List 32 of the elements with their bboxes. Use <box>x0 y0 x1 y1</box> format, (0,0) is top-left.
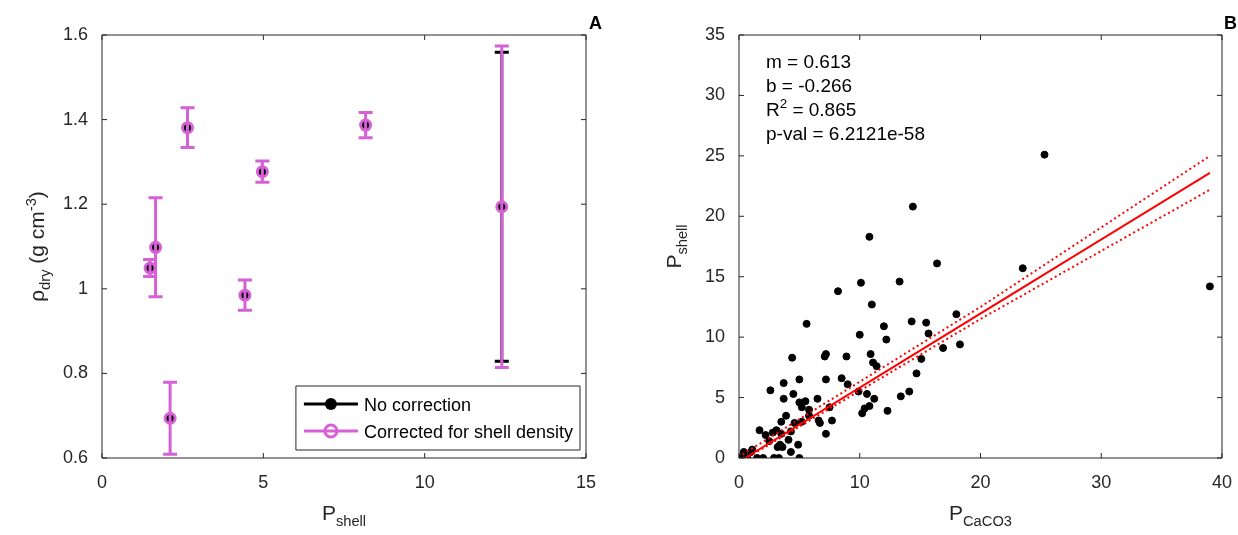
x-tick-label: 10 <box>849 471 870 492</box>
y-tick-label: 1.2 <box>62 193 88 214</box>
annotation: b = -0.266 <box>766 75 853 96</box>
y-tick-label: 1.6 <box>62 23 88 44</box>
y-tick-label: 0 <box>714 446 725 467</box>
y-axis-title: ρdry (g cm-3) <box>22 191 54 302</box>
x-tick-label: 5 <box>258 471 269 492</box>
y-tick-label: 1 <box>77 277 88 298</box>
y-tick-label: 30 <box>704 84 725 105</box>
y-tick-label: 0.8 <box>62 362 88 383</box>
annotation: p-val = 6.2121e-58 <box>766 123 925 144</box>
x-tick-label: 10 <box>414 471 435 492</box>
x-tick-label: 15 <box>575 471 597 492</box>
x-tick-label: 30 <box>1091 471 1112 492</box>
y-tick-label: 1.4 <box>62 108 88 129</box>
chart-title: A <box>589 13 602 33</box>
y-tick-label: 5 <box>714 386 725 407</box>
x-tick-label: 40 <box>1211 471 1232 492</box>
y-tick-label: 10 <box>704 326 725 347</box>
legend-label: Corrected for shell density <box>363 422 573 442</box>
y-axis-title: Pshell <box>662 224 691 269</box>
y-tick-label: 25 <box>704 144 725 165</box>
x-tick-label: 0 <box>96 471 108 492</box>
x-tick-label: 20 <box>970 471 991 492</box>
y-tick-label: 15 <box>704 265 725 286</box>
x-tick-label: 0 <box>733 471 745 492</box>
legend-label: No correction <box>363 395 471 415</box>
y-tick-label: 35 <box>704 23 725 44</box>
y-tick-label: 20 <box>704 205 725 226</box>
annotation: m = 0.613 <box>766 51 852 72</box>
chart-title: B <box>1224 13 1237 33</box>
y-tick-label: 0.6 <box>62 446 88 467</box>
